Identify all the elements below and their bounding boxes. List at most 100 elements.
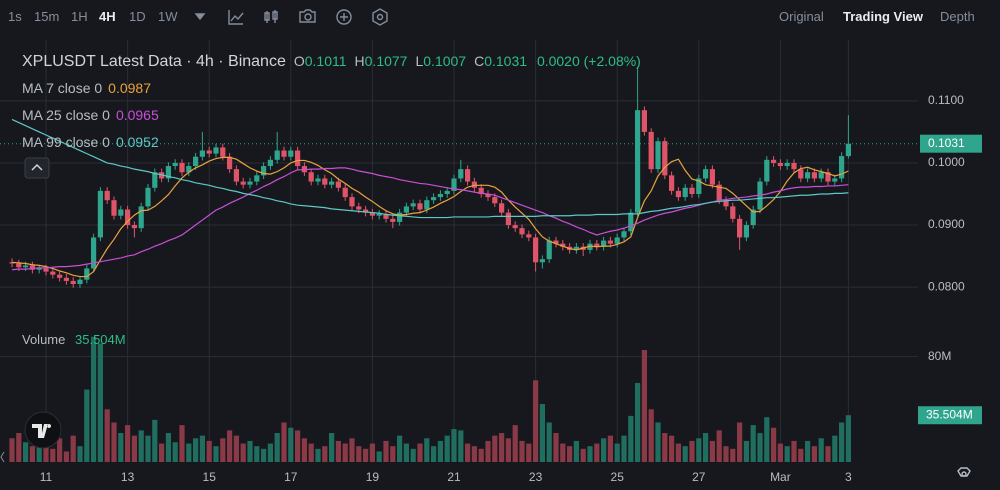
candle-body (743, 225, 749, 238)
volume-bar (261, 448, 267, 462)
view-tab[interactable]: Trading View (843, 9, 923, 24)
add-icon[interactable] (336, 9, 352, 25)
volume-bar (526, 443, 532, 462)
settings-icon[interactable] (372, 8, 388, 26)
scroll-left[interactable] (0, 451, 5, 463)
indicator-icon[interactable] (228, 10, 244, 25)
volume-bar (519, 440, 525, 462)
candle-body (777, 162, 783, 167)
volume-bar (9, 438, 15, 462)
candle-body (376, 213, 382, 216)
interval-tab[interactable]: 1s (8, 9, 22, 24)
x-tick-label: 17 (284, 470, 298, 484)
ma-name: MA 25 close 0 (22, 107, 110, 123)
volume-bar (750, 425, 756, 462)
volume-bar (43, 443, 49, 462)
volume-bar (669, 435, 675, 462)
volume-bar (376, 451, 382, 462)
candle-body (669, 175, 675, 191)
candle-body (322, 178, 328, 185)
candle-body (29, 265, 35, 270)
candle-body (737, 218, 743, 238)
collapse-button[interactable] (24, 157, 50, 179)
volume-bar (431, 446, 437, 462)
volume-bar (546, 422, 552, 462)
volume-bar (23, 442, 29, 462)
volume-bar (648, 409, 654, 462)
screenshot-icon[interactable] (299, 9, 316, 23)
interval-tab[interactable]: 1H (71, 9, 88, 24)
volume-bar (335, 440, 341, 462)
ohlc-value: 0.1011 (304, 53, 347, 69)
candle-body (16, 263, 22, 268)
volume-bar (839, 422, 845, 462)
volume-bar (811, 446, 817, 462)
chart-title: XPLUSDT Latest Data · 4h · Binance (22, 53, 286, 70)
volume-bar (165, 433, 171, 462)
dropdown-icon[interactable] (194, 13, 206, 21)
candle-body (50, 271, 56, 275)
candle-body (594, 243, 600, 247)
interval-tab[interactable]: 4H (99, 9, 116, 24)
candle-body (308, 172, 314, 182)
ma-legend: MA 7 close 0 0.0987 MA 25 close 0 0.0965 MA … (22, 75, 641, 156)
candle-body (131, 225, 137, 229)
candle-body (485, 193, 491, 198)
candle-body (274, 150, 280, 160)
volume-bar (825, 446, 831, 462)
ohlc-value: 0.1007 (423, 53, 467, 69)
y-tick-label: 0.1100 (928, 93, 964, 107)
view-tab[interactable]: Original (779, 9, 824, 24)
volume-bar (709, 440, 715, 462)
volume-bar (451, 429, 457, 462)
candle-body (750, 209, 756, 226)
candle-body (689, 187, 695, 194)
interval-tab[interactable]: 1D (129, 9, 146, 24)
volume-bar (397, 435, 403, 462)
volume-bar (322, 446, 328, 462)
volume-bar (63, 451, 69, 462)
x-tick-label: 25 (611, 470, 625, 484)
candle-body (431, 197, 437, 201)
interval-tab[interactable]: 1W (158, 9, 178, 24)
volume-bar (417, 443, 423, 462)
volume-bar (342, 443, 348, 462)
candle-body (281, 150, 287, 157)
x-tick-label: 21 (447, 470, 461, 484)
volume-bar (138, 430, 144, 462)
volume-bar (485, 440, 491, 462)
volume-bar (614, 443, 620, 462)
candle-body (145, 187, 151, 207)
candle-body (560, 243, 566, 247)
view-tab[interactable]: Depth (940, 9, 975, 24)
volume-bar (607, 435, 613, 462)
volume-bar (601, 438, 607, 462)
volume-bar (29, 446, 35, 462)
last-price-tag (920, 134, 982, 153)
volume-bar (675, 443, 681, 462)
candle-body (165, 166, 171, 179)
axis-settings[interactable] (957, 467, 971, 477)
volume-bar (274, 433, 280, 462)
candle-body (329, 181, 335, 185)
interval-tab[interactable]: 15m (34, 9, 60, 24)
volume-bar (111, 422, 117, 462)
candle-body (247, 181, 253, 185)
candle-body (662, 141, 668, 176)
volume-value: 35.504M (75, 332, 126, 347)
volume-bar (227, 430, 233, 462)
volume-bar (308, 443, 314, 462)
chart-type-icon[interactable] (264, 10, 278, 23)
candle-body (784, 162, 790, 167)
volume-bar (131, 435, 137, 462)
volume-bar (560, 443, 566, 462)
volume-bar (410, 448, 416, 462)
candle-body (342, 187, 348, 198)
volume-bar (267, 443, 273, 462)
candle-body (499, 203, 505, 213)
volume-bar (288, 427, 294, 462)
candle-body (43, 268, 49, 272)
volume-bar (580, 448, 586, 462)
candle-body (716, 184, 722, 201)
candle-body (363, 209, 369, 213)
